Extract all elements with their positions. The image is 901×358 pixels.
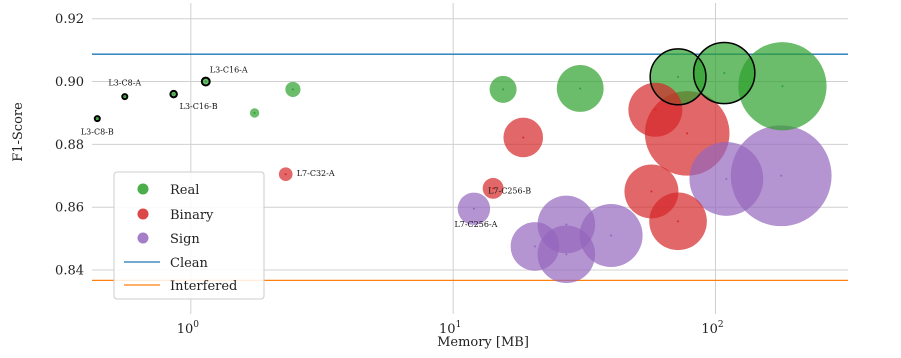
- scatter-points: [93, 41, 832, 284]
- legend-label-sign: Sign: [170, 232, 200, 247]
- x-tick-label: 102: [701, 320, 723, 337]
- bubble-center: [96, 117, 99, 120]
- legend-marker-real: [137, 183, 149, 195]
- bubble-center: [565, 253, 568, 256]
- bubble-center: [725, 177, 728, 180]
- bubble-center: [253, 111, 256, 114]
- legend-label-binary: Binary: [170, 208, 214, 223]
- point-label: L3-C16-B: [180, 102, 218, 111]
- bubble-center: [533, 245, 536, 248]
- bubble-outline: [692, 41, 756, 105]
- y-axis-label: F1-Score: [11, 102, 26, 162]
- legend-label-clean: Clean: [170, 256, 209, 271]
- bubble-center: [780, 174, 783, 177]
- y-tick-label: 0.84: [55, 264, 84, 279]
- bubble-center: [472, 207, 475, 210]
- bubble-center: [123, 95, 126, 98]
- x-axis-label: Memory [MB]: [437, 335, 529, 350]
- y-tick-label: 0.92: [55, 12, 84, 27]
- point-label: L7-C256-A: [454, 220, 497, 229]
- point-label: L3-C16-A: [210, 66, 248, 75]
- legend-marker-binary: [137, 208, 149, 220]
- point-label: L3-C8-A: [108, 79, 141, 88]
- bubble-center: [502, 88, 505, 91]
- x-tick-label: 100: [177, 320, 200, 337]
- bubble-center: [579, 87, 582, 90]
- axis-ticks: 0.84 0.86 0.88 0.90 0.92 100 101 102: [55, 12, 724, 337]
- bubble-center: [284, 173, 287, 176]
- bubble-center: [565, 223, 568, 226]
- legend-frame: [113, 171, 265, 300]
- legend-marker-sign: [137, 232, 149, 244]
- bubble-center: [204, 80, 207, 83]
- y-tick-label: 0.88: [55, 138, 84, 153]
- bubble-center: [291, 88, 294, 91]
- bubble-outline: [200, 76, 211, 87]
- bubble-center: [492, 187, 495, 190]
- bubble-outline: [169, 89, 178, 99]
- point-label: L3-C8-B: [81, 128, 114, 137]
- bubble-center: [650, 190, 653, 193]
- bubble-center: [654, 108, 657, 111]
- legend: Real Binary Sign Clean Interfered: [113, 171, 265, 300]
- y-tick-label: 0.90: [55, 75, 84, 90]
- bubble-center: [686, 132, 689, 135]
- bubble-center: [522, 136, 525, 139]
- y-tick-label: 0.86: [55, 201, 84, 216]
- bubble-center: [781, 85, 784, 88]
- x-tick-label: 101: [439, 320, 461, 337]
- bubble-center: [610, 234, 613, 237]
- point-annotations: L3-C8-B L3-C8-A L3-C16-B L3-C16-A L7-C32-A L7…: [81, 66, 531, 229]
- point-label: L7-C32-A: [297, 169, 335, 178]
- bubble-outline: [121, 93, 129, 101]
- bubble-center: [677, 220, 680, 223]
- bubble-center: [723, 72, 726, 75]
- point-label: L7-C256-B: [488, 186, 531, 195]
- legend-label-interfered: Interfered: [170, 279, 237, 294]
- bubble-center: [677, 75, 680, 78]
- bubble-center: [172, 93, 175, 96]
- bubble-outline: [93, 115, 101, 123]
- legend-label-real: Real: [170, 183, 199, 198]
- bubble-outline: [649, 48, 707, 106]
